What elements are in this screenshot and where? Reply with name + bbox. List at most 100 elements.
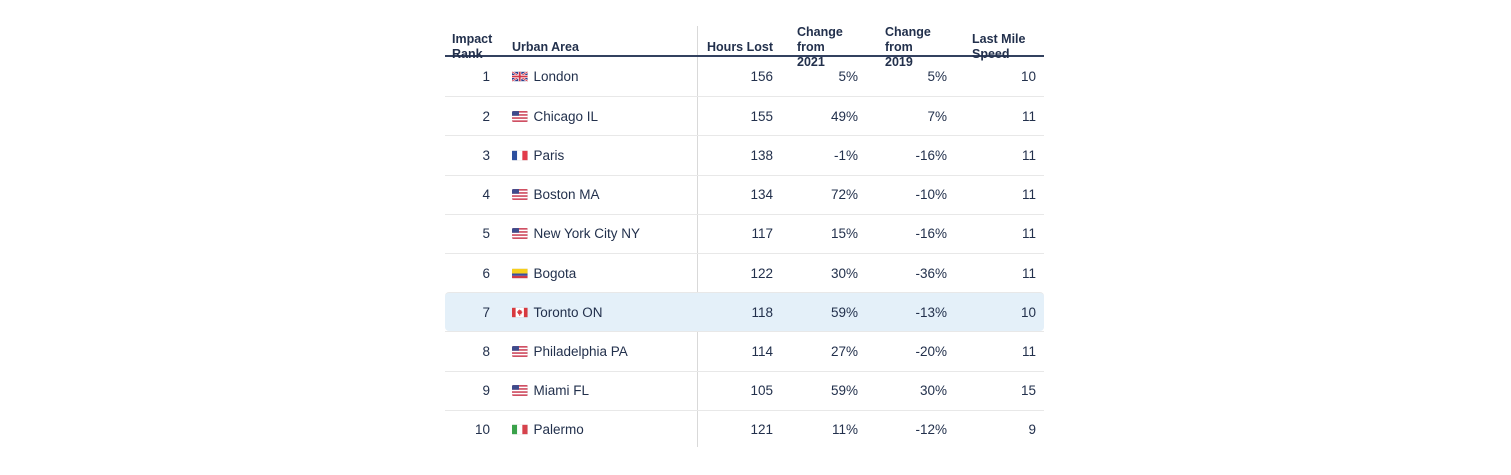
table-header-row: Impact Rank Urban Area Hours Lost Change… [445,25,1044,69]
table-row-palermo[interactable]: 10 Palermo 121 11% -12% 9 [445,409,1044,449]
flag-us-icon [512,385,528,397]
table-row-boston-ma[interactable]: 4 Boston MA 134 72% -10% 11 [445,174,1044,214]
impact-rank-cell: 3 [482,147,490,163]
change-2019-cell: -12% [915,422,947,438]
column-header-change-2021: Change from 2021 [797,25,843,69]
urban-area-label: Chicago IL [533,108,599,124]
column-header-last-mile-speed: Last Mile Speed [972,32,1026,62]
urban-area-cell: Boston MA [497,187,697,202]
urban-area-cell: Bogota [497,266,697,281]
impact-rank-cell: 4 [482,187,490,203]
column-divider-line [697,26,698,447]
change-2019-cell: -20% [915,343,947,359]
flag-us-icon [512,345,528,357]
change-2019-cell: -16% [915,226,947,242]
last-mile-speed-cell: 10 [1020,304,1036,320]
change-2021-cell: -1% [833,147,858,163]
traffic-ranking-table: Impact Rank Urban Area Hours Lost Change… [445,25,1044,449]
table-row-philadelphia-pa[interactable]: 8 Philadelphia PA 114 27% -20% 11 [445,331,1044,370]
urban-area-label: Miami FL [533,383,590,399]
change-2019-cell: -13% [915,304,947,320]
urban-area-cell: Chicago IL [497,109,697,124]
urban-area-label: Palermo [533,422,584,438]
table-row-paris[interactable]: 3 Paris 138 -1% -16% 11 [445,135,1044,174]
flag-it-icon [512,424,528,435]
last-mile-speed-cell: 11 [1021,343,1036,359]
impact-rank-cell: 5 [482,226,490,242]
last-mile-speed-cell: 11 [1021,147,1036,163]
change-2019-cell: 7% [927,108,947,124]
hours-lost-cell: 134 [750,187,773,203]
impact-rank-cell: 10 [474,422,490,438]
impact-rank-cell: 8 [482,343,490,359]
urban-area-label: Toronto ON [533,304,603,320]
urban-area-cell: Palermo [497,422,697,437]
impact-rank-cell: 1 [482,69,490,85]
urban-area-cell: New York City NY [497,226,697,241]
hours-lost-cell: 138 [750,147,773,163]
urban-area-cell: Miami FL [497,383,697,398]
impact-rank-cell: 7 [482,304,490,320]
hours-lost-cell: 122 [750,265,773,281]
last-mile-speed-cell: 10 [1020,69,1036,85]
last-mile-speed-cell: 15 [1020,383,1036,399]
hours-lost-cell: 118 [751,304,773,320]
change-2019-cell: -36% [915,265,947,281]
change-2019-cell: 30% [919,383,947,399]
table-row-toronto-on[interactable]: 7 Toronto ON 118 59% -13% 10 [445,292,1044,332]
change-2021-cell: 15% [830,226,858,242]
flag-gb-icon [512,71,528,83]
last-mile-speed-cell: 11 [1021,108,1036,124]
impact-rank-cell: 9 [482,383,490,399]
flag-us-icon [512,189,528,201]
impact-rank-cell: 6 [482,265,490,281]
last-mile-speed-cell: 9 [1028,422,1036,438]
flag-fr-icon [512,150,528,161]
table-row-new-york-city-ny[interactable]: 5 New York City NY 117 15% -16% 11 [445,213,1044,253]
flag-us-icon [512,228,528,240]
last-mile-speed-cell: 11 [1021,187,1036,203]
change-2021-cell: 49% [830,108,858,124]
flag-ca-icon [512,307,528,318]
urban-area-label: Paris [533,147,565,163]
hours-lost-cell: 114 [751,343,773,359]
urban-area-cell: Paris [497,148,697,163]
flag-co-icon [512,268,528,279]
impact-rank-cell: 2 [482,108,490,124]
change-2021-cell: 72% [830,187,858,203]
urban-area-label: London [533,69,579,85]
column-header-impact-rank: Impact Rank [452,32,493,62]
change-2019-cell: 5% [927,69,947,85]
column-header-urban-area: Urban Area [512,39,579,54]
change-2021-cell: 59% [830,304,858,320]
flag-us-icon [512,110,528,122]
table-row-london[interactable]: 1 London 156 5% 5% 10 [445,57,1044,96]
column-header-change-2019: Change from 2019 [885,25,931,69]
last-mile-speed-cell: 11 [1021,226,1036,242]
hours-lost-cell: 105 [750,383,773,399]
change-2021-cell: 59% [830,383,858,399]
change-2021-cell: 30% [830,265,858,281]
urban-area-label: Boston MA [533,187,600,203]
change-2019-cell: -10% [915,187,947,203]
column-header-hours-lost: Hours Lost [707,39,773,54]
urban-area-label: Philadelphia PA [533,343,628,359]
hours-lost-cell: 121 [750,422,773,438]
urban-area-cell: London [497,69,697,84]
change-2021-cell: 11% [831,422,858,438]
urban-area-label: Bogota [533,265,577,281]
change-2021-cell: 5% [838,69,858,85]
hours-lost-cell: 156 [750,69,773,85]
change-2021-cell: 27% [830,343,858,359]
table-row-bogota[interactable]: 6 Bogota 122 30% -36% 11 [445,252,1044,292]
table-row-chicago-il[interactable]: 2 Chicago IL 155 49% 7% 11 [445,96,1044,135]
last-mile-speed-cell: 11 [1021,265,1036,281]
hours-lost-cell: 155 [750,108,773,124]
urban-area-label: New York City NY [533,226,641,242]
table-row-miami-fl[interactable]: 9 Miami FL 105 59% 30% 15 [445,370,1044,410]
table-body: 1 London 156 5% 5% 10 2 Chicago IL 155 4… [445,57,1044,449]
change-2019-cell: -16% [915,147,947,163]
urban-area-cell: Philadelphia PA [497,344,697,359]
hours-lost-cell: 117 [751,226,773,242]
urban-area-cell: Toronto ON [497,305,697,320]
